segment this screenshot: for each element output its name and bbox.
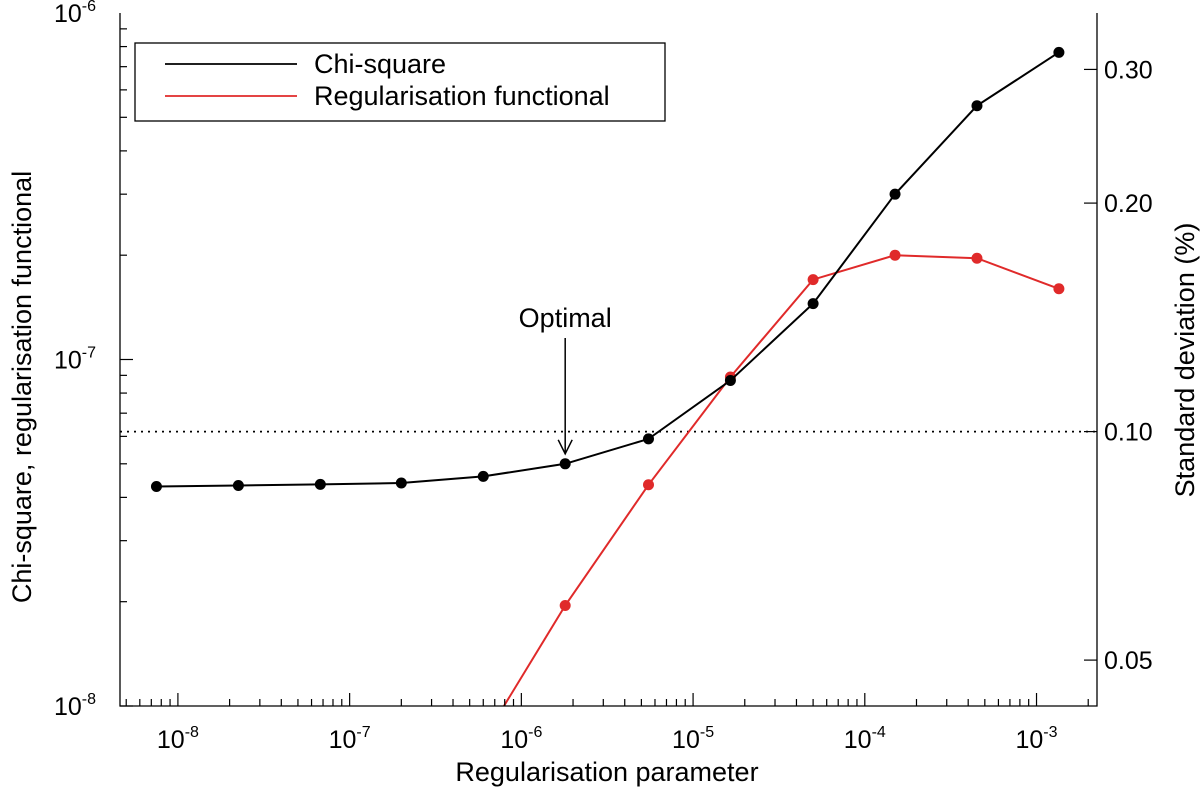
data-point-chi-square: [150, 481, 162, 493]
x-tick-label: 10-8: [157, 724, 199, 754]
y2-tick-label: 0.20: [1104, 190, 1153, 218]
x-tick-label: 10-4: [844, 724, 886, 754]
x-axis-title: Regularisation parameter: [455, 757, 758, 787]
data-point-regularisation-functional: [971, 252, 983, 264]
y-tick-label: 10-8: [54, 691, 96, 721]
legend: Chi-square Regularisation functional: [134, 42, 666, 122]
data-point-chi-square: [314, 478, 326, 490]
data-point-chi-square: [971, 100, 983, 112]
optimal-arrow-head: [557, 439, 573, 456]
y2-tick-label: 0.30: [1104, 56, 1153, 84]
data-point-chi-square: [477, 470, 489, 482]
x-tick-label: 10-3: [1015, 724, 1057, 754]
x-tick-label: 10-6: [500, 724, 542, 754]
x-tick-label: 10-7: [329, 724, 371, 754]
y-axis-title: Chi-square, regularisation functional: [7, 171, 37, 603]
x-tick-label: 10-5: [672, 724, 714, 754]
data-point-regularisation-functional: [889, 249, 901, 261]
series-line-chi-square: [156, 51, 1060, 488]
legend-label-regularisation: Regularisation functional: [314, 81, 610, 111]
legend-box: [134, 42, 666, 122]
series-line-regularisation-functional: [502, 254, 1060, 706]
data-point-chi-square: [807, 298, 819, 310]
series-layer: [150, 46, 1065, 706]
y2-tick-label: 0.10: [1104, 419, 1153, 447]
data-point-chi-square: [724, 374, 736, 386]
data-point-regularisation-functional: [1053, 283, 1065, 295]
data-point-regularisation-functional: [559, 600, 571, 612]
y2-tick-label: 0.05: [1104, 647, 1153, 675]
optimal-annotation: Optimal: [519, 303, 612, 333]
data-point-regularisation-functional: [807, 274, 819, 286]
data-point-chi-square: [232, 479, 244, 491]
data-point-chi-square: [1053, 46, 1065, 58]
data-point-chi-square: [642, 433, 654, 445]
data-point-chi-square: [395, 477, 407, 489]
data-point-chi-square: [889, 188, 901, 200]
y2-axis-title: Standard deviation (%): [1170, 223, 1200, 498]
legend-label-chi-square: Chi-square: [314, 49, 446, 79]
y-tick-label: 10-6: [54, 0, 96, 28]
ticks-layer: 10-8 10-7 10-6 10-5 10-4 10-3 10-8 10-7 10-6 0.05…: [54, 0, 1153, 754]
data-point-regularisation-functional: [642, 479, 654, 491]
y-tick-label: 10-7: [54, 345, 96, 375]
annotation-layer: Optimal: [519, 303, 612, 456]
data-point-chi-square: [559, 458, 571, 470]
